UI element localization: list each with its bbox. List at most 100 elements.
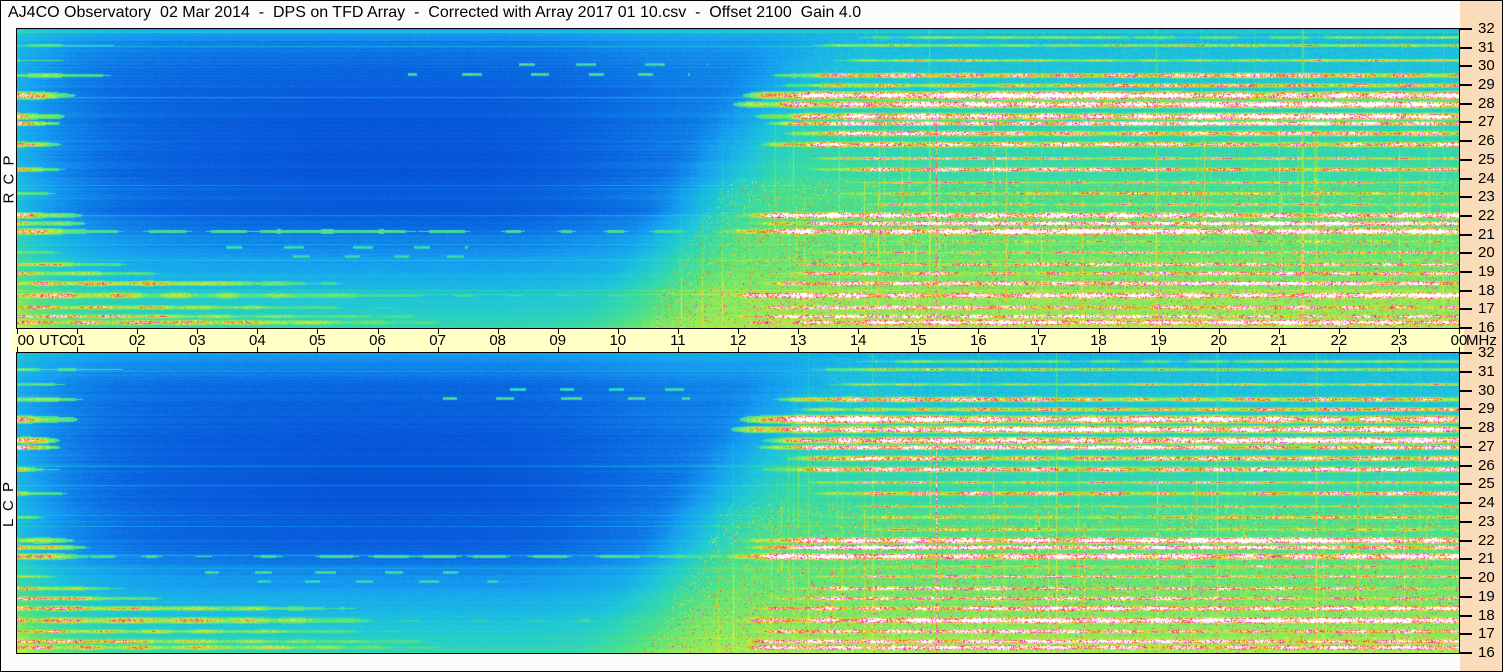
time-tick-label: 02 (128, 332, 146, 349)
frequency-tick-label: 32 (1478, 20, 1495, 37)
time-tick (1098, 347, 1100, 352)
time-tick (858, 347, 860, 352)
frequency-tick (1460, 46, 1472, 49)
frequency-tick-label: 29 (1478, 76, 1495, 94)
time-tick (978, 347, 980, 352)
frequency-tick (1460, 233, 1472, 236)
frequency-tick (1460, 652, 1472, 654)
time-tick (798, 347, 800, 352)
frequency-tick-label: 23 (1478, 188, 1495, 206)
time-tick-label: 17 (1030, 332, 1047, 349)
time-tick (497, 329, 499, 334)
time-tick-label: 16 (969, 332, 987, 349)
frequency-tick (1460, 158, 1472, 161)
time-tick (437, 329, 439, 334)
time-tick-label: 10 (609, 332, 627, 349)
time-tick (257, 347, 259, 352)
time-tick (317, 329, 319, 334)
frequency-tick (1460, 502, 1472, 504)
frequency-tick-label: 27 (1478, 437, 1495, 455)
time-tick (437, 347, 439, 352)
rcp-spectrogram (17, 29, 1459, 328)
rcp-label-text: R C P (0, 153, 18, 204)
frequency-tick (1460, 308, 1472, 311)
frequency-tick-label: 22 (1478, 206, 1495, 224)
frequency-tick (1460, 445, 1472, 448)
time-tick-label: 21 (1270, 332, 1288, 349)
time-tick (17, 329, 18, 334)
time-tick-label: 01 (68, 332, 86, 349)
frequency-tick-label: 19 (1478, 262, 1495, 280)
time-tick (137, 347, 139, 352)
time-tick-label: 11 (670, 332, 686, 349)
frequency-tick-label: 17 (1478, 300, 1495, 318)
time-tick (978, 329, 980, 334)
time-tick (858, 329, 860, 334)
time-tick (197, 347, 199, 352)
frequency-tick-label: 31 (1478, 362, 1495, 380)
time-tick-label: 15 (909, 332, 927, 349)
time-tick (1158, 347, 1160, 352)
frequency-tick (1460, 140, 1472, 143)
time-tick (377, 347, 379, 352)
frequency-tick-label: 18 (1478, 606, 1495, 624)
time-tick (738, 329, 739, 334)
time-tick (1278, 329, 1280, 334)
frequency-tick (1460, 464, 1472, 467)
frequency-tick (1460, 520, 1472, 523)
frequency-tick (1460, 370, 1472, 373)
time-tick-label: 19 (1150, 332, 1167, 349)
frequency-tick (1460, 352, 1472, 354)
frequency-tick-label: 26 (1478, 132, 1495, 150)
frequency-tick-label: 16 (1478, 644, 1495, 661)
time-tick-label: 20 (1210, 332, 1227, 349)
frequency-tick-label: 27 (1478, 113, 1495, 131)
time-tick-label: 23 (1390, 332, 1408, 349)
time-tick (1038, 329, 1040, 334)
frequency-tick (1460, 483, 1472, 486)
frequency-tick (1460, 84, 1472, 87)
frequency-tick-label: 17 (1478, 625, 1495, 643)
time-tick (77, 329, 79, 334)
lcp-label-text: L C P (0, 479, 17, 527)
frequency-tick-label: 20 (1478, 569, 1495, 586)
time-tick (617, 329, 619, 334)
frequency-tick-label: 19 (1478, 587, 1495, 605)
time-tick (738, 347, 739, 352)
time-tick (798, 329, 800, 334)
time-tick-label: 14 (849, 332, 867, 349)
time-tick-label: 00 (1450, 332, 1468, 349)
time-tick-label: 06 (369, 332, 386, 349)
frequency-tick (1460, 389, 1472, 392)
time-tick (1338, 329, 1340, 334)
frequency-tick (1460, 270, 1472, 273)
time-tick (1098, 329, 1100, 334)
time-tick-label: 03 (188, 332, 206, 349)
time-tick-label: 22 (1330, 332, 1348, 349)
time-tick (77, 347, 79, 352)
time-tick (1398, 347, 1400, 352)
frequency-tick (1460, 539, 1472, 542)
time-tick-label: 00 (17, 332, 35, 349)
time-tick (1459, 329, 1460, 334)
frequency-tick-label: 28 (1478, 419, 1495, 436)
frequency-tick (1460, 289, 1472, 292)
frequency-tick-label: 30 (1478, 57, 1495, 75)
frequency-tick (1460, 595, 1472, 598)
time-tick-label: 08 (489, 332, 506, 349)
time-tick (197, 329, 199, 334)
frequency-tick (1460, 614, 1472, 617)
time-axis (11, 329, 1464, 352)
frequency-tick (1460, 121, 1472, 124)
time-tick (377, 329, 379, 334)
time-tick-label: 04 (248, 332, 266, 349)
frequency-tick (1460, 214, 1472, 217)
frequency-tick-label: 16 (1478, 319, 1495, 336)
frequency-tick-label: 26 (1478, 456, 1495, 474)
time-tick (918, 329, 920, 334)
time-tick (1278, 347, 1280, 352)
time-tick (677, 347, 679, 352)
time-tick-label: 13 (789, 332, 807, 349)
time-tick (1218, 329, 1220, 334)
